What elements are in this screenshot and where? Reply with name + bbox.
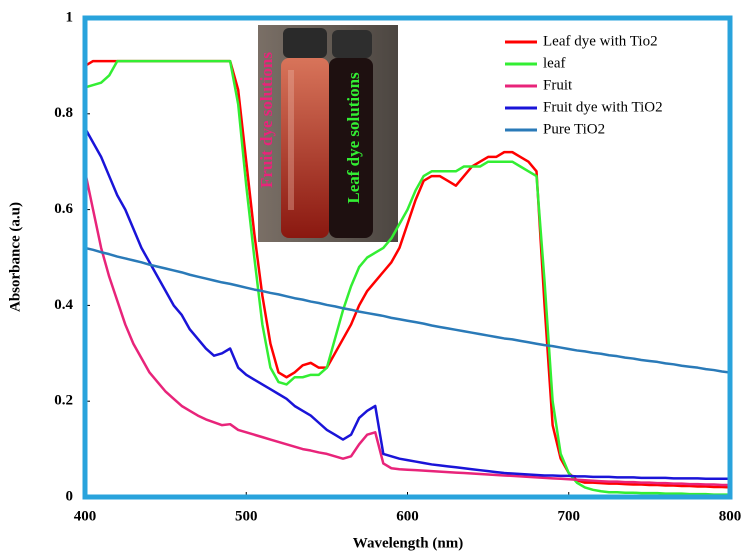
line-series: [85, 171, 730, 487]
x-tick-label: 400: [74, 508, 97, 524]
plot-lines: [85, 59, 730, 496]
y-axis-label: Absorbance (a.u): [7, 202, 23, 312]
x-tick-label: 800: [719, 508, 742, 524]
annotation: Leaf dye solutions: [344, 72, 363, 204]
legend-label: Pure TiO2: [543, 121, 605, 137]
x-tick-label: 500: [235, 508, 258, 524]
legend-label: leaf: [543, 55, 565, 71]
line-series: [85, 246, 730, 374]
y-tick-label: 0.6: [54, 201, 73, 217]
line-series: [85, 59, 730, 496]
x-axis-label: Wavelength (nm): [353, 535, 463, 551]
line-series: [85, 127, 730, 481]
plot-frame: [82, 15, 733, 500]
y-tick-label: 0.4: [54, 297, 73, 313]
y-tick-label: 0.2: [54, 393, 73, 409]
y-tick-label: 1: [66, 9, 74, 25]
legend-label: Leaf dye with Tio2: [543, 33, 658, 49]
legend-label: Fruit: [543, 77, 573, 93]
y-tick-label: 0: [66, 488, 74, 504]
inset-photo: [258, 25, 398, 242]
y-tick-label: 0.8: [54, 105, 73, 121]
annotation: Fruit dye solutions: [257, 52, 276, 188]
line-series: [85, 59, 730, 489]
x-tick-label: 700: [558, 508, 581, 524]
legend-label: Fruit dye with TiO2: [543, 99, 663, 115]
x-tick-label: 600: [396, 508, 419, 524]
